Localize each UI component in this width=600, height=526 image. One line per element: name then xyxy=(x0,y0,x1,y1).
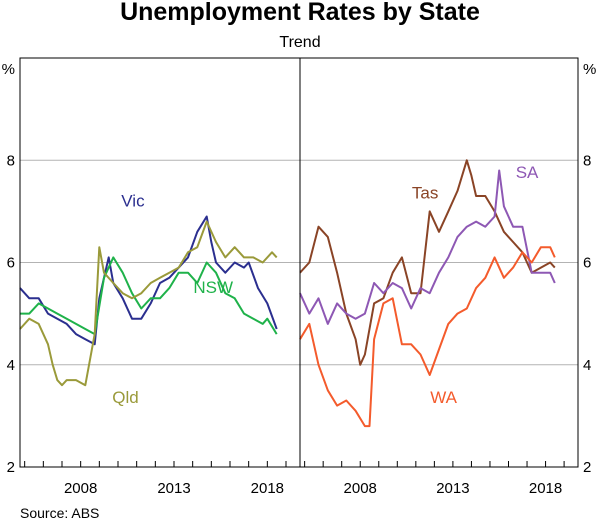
series-label-nsw: NSW xyxy=(193,278,233,297)
y-tick-label-right: 8 xyxy=(583,152,591,169)
gridlines xyxy=(20,159,578,366)
x-tick-label: 2008 xyxy=(64,480,97,497)
y-tick-label-left: 2 xyxy=(7,459,15,476)
series-label-vic: Vic xyxy=(121,191,145,210)
x-tick-label: 2013 xyxy=(436,480,469,497)
series-line-vic xyxy=(19,215,278,346)
y-tick-label-right: 4 xyxy=(583,357,591,374)
axis-layer: 2008 2013 2018 2008 2013 2018 2 2 4 4 6 6 8 8%% xyxy=(2,61,597,497)
series-layer xyxy=(19,159,556,428)
y-unit-right: % xyxy=(583,61,596,78)
y-tick-label-right: 2 xyxy=(583,459,591,476)
plot-frame xyxy=(19,57,579,468)
x-tick-label: 2018 xyxy=(251,480,284,497)
series-label-tas: Tas xyxy=(412,184,438,203)
x-tick-label: 2018 xyxy=(529,480,562,497)
chart-subtitle: Trend xyxy=(279,34,320,51)
y-tick-label-left: 8 xyxy=(7,152,15,169)
series-line-nsw xyxy=(20,256,278,336)
y-tick-label-right: 6 xyxy=(583,255,591,272)
series-label-qld: Qld xyxy=(112,388,138,407)
series-line-qld xyxy=(19,220,278,387)
y-tick-label-left: 4 xyxy=(7,357,15,374)
series-line-sa xyxy=(299,169,556,325)
source-note: Source: ABS xyxy=(20,505,99,521)
chart-title: Unemployment Rates by State xyxy=(120,0,480,26)
x-tick-label: 2013 xyxy=(157,480,190,497)
y-unit-left: % xyxy=(2,61,15,78)
plot-border xyxy=(19,57,579,468)
x-tick-label: 2008 xyxy=(344,480,377,497)
series-label-wa: WA xyxy=(430,388,457,407)
series-line-wa xyxy=(299,246,556,428)
y-tick-label-left: 6 xyxy=(7,255,15,272)
series-label-sa: SA xyxy=(516,163,539,182)
series-labels: Vic NSW Qld Tas SA WA xyxy=(112,163,539,407)
